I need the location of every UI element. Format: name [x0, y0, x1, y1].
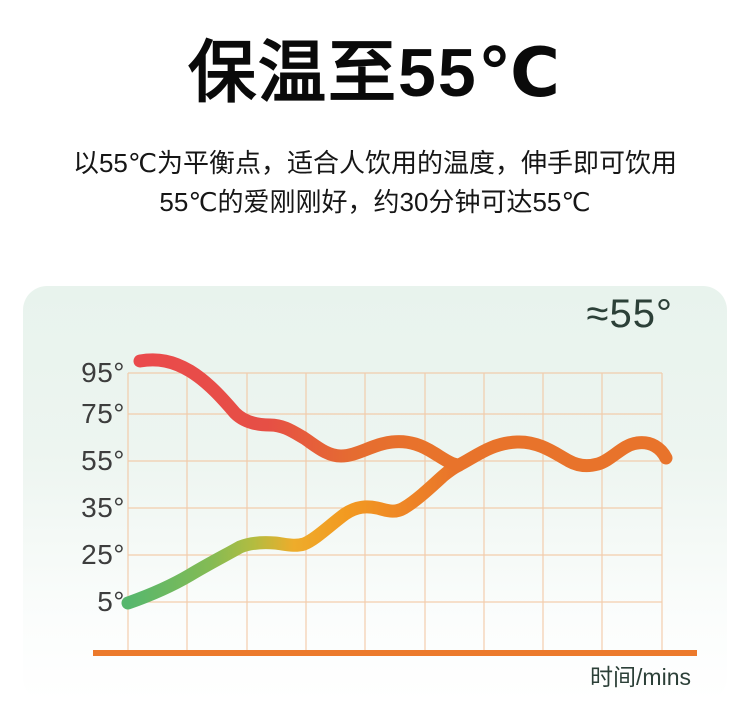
- page-title: 保温至55℃: [188, 35, 562, 111]
- heating-curve: [121, 458, 466, 610]
- temperature-chart: [93, 353, 697, 656]
- y-axis-label: 35°: [81, 492, 125, 523]
- cooling-curve: [133, 353, 673, 473]
- x-axis-label: 时间/mins: [590, 664, 691, 690]
- subtitle: 以55℃为平衡点，适合人饮用的温度，伸手即可饮用 55℃的爱刚刚好，约30分钟可…: [0, 144, 750, 222]
- subtitle-line-1: 以55℃为平衡点，适合人饮用的温度，伸手即可饮用: [72, 148, 678, 178]
- y-axis-label: 95°: [81, 357, 125, 388]
- approx-55-annotation: ≈55°: [586, 292, 673, 336]
- x-axis-baseline: [93, 650, 697, 656]
- y-axis-label: 55°: [81, 445, 125, 476]
- y-axis-label: 25°: [81, 539, 125, 570]
- subtitle-line-2: 55℃的爱刚刚好，约30分钟可达55℃: [159, 187, 591, 217]
- y-axis-label: 75°: [81, 398, 125, 429]
- y-axis-label: 5°: [97, 586, 125, 617]
- chart-card: ≈55° 95° 75° 55° 35° 25° 5° 时间/mins: [23, 286, 727, 702]
